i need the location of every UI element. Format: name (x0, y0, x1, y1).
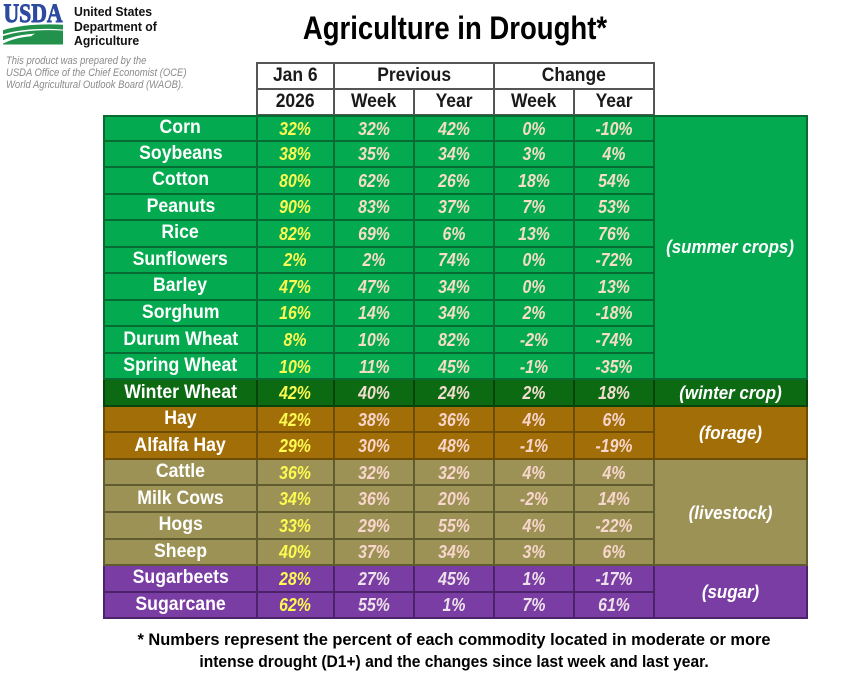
svg-text:USDA: USDA (4, 0, 63, 28)
